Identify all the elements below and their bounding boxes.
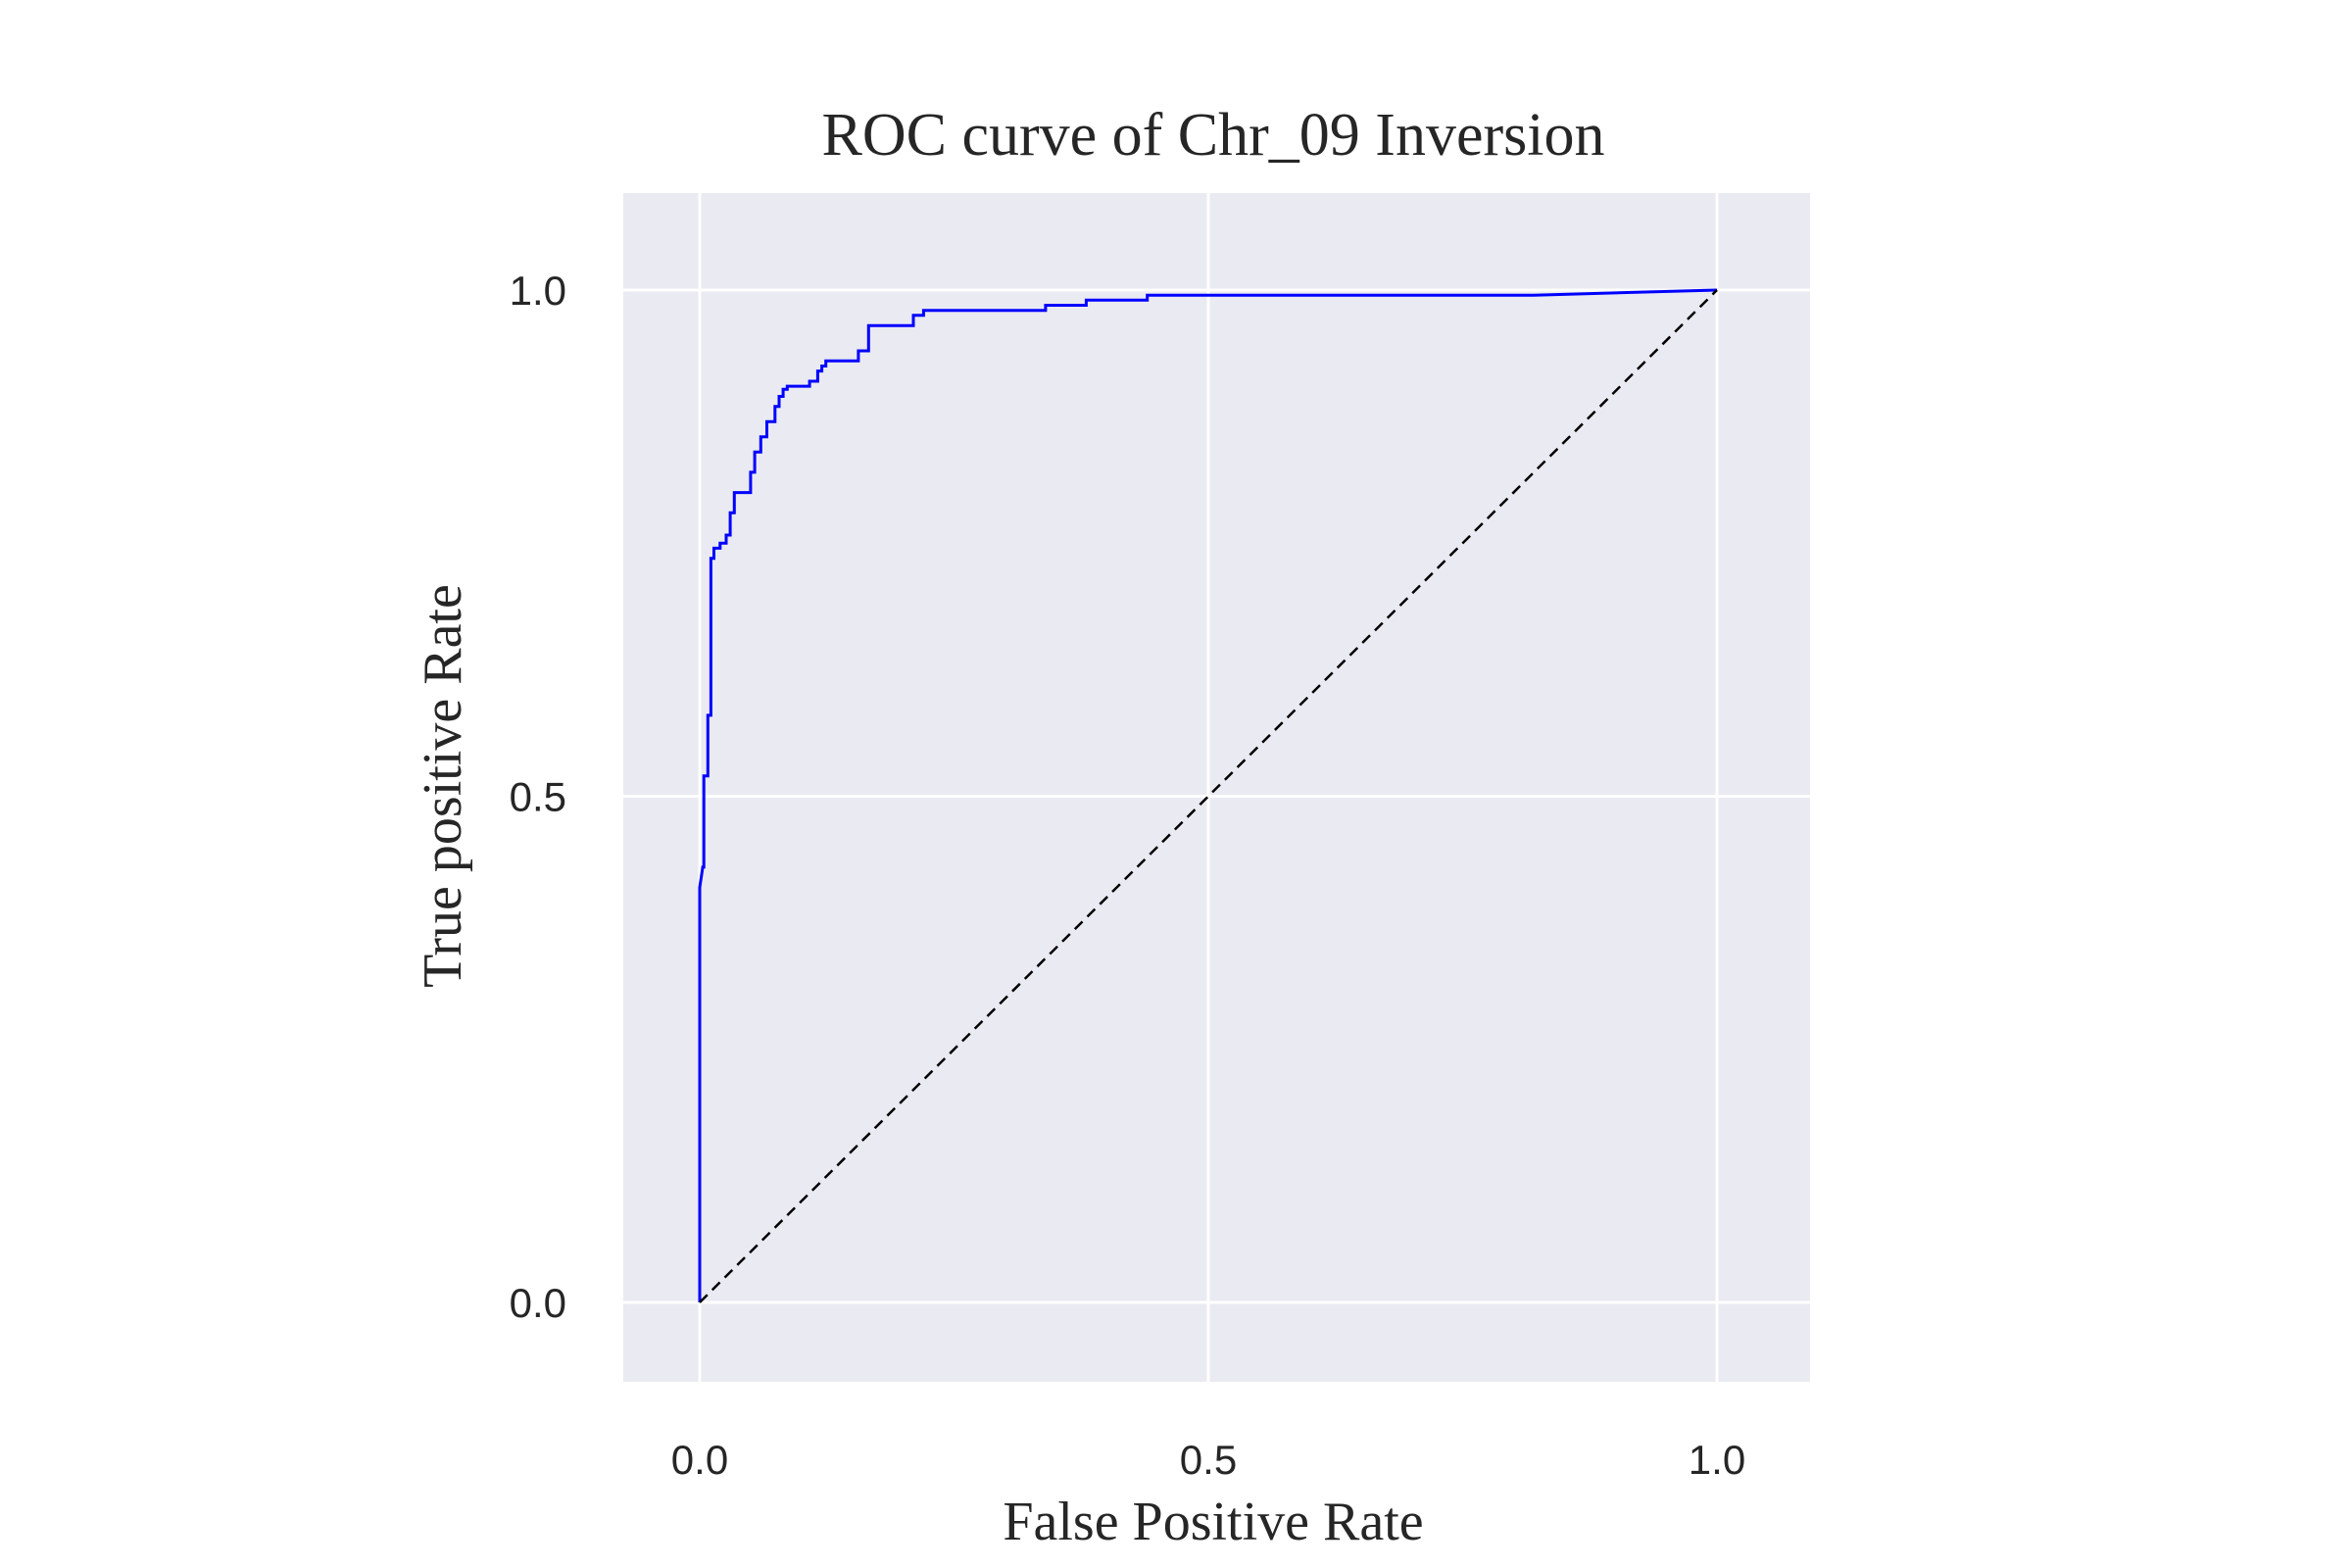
grid-lines — [623, 193, 1810, 1382]
roc-curve-line — [698, 288, 1718, 1302]
x-tick-label: 1.0 — [1689, 1437, 1745, 1483]
x-tick-label: 0.5 — [1180, 1437, 1237, 1483]
y-tick-label: 0.0 — [510, 1280, 566, 1326]
chart-title: ROC curve of Chr_09 Inversion — [822, 102, 1605, 169]
y-axis-label: True positive Rate — [413, 584, 473, 988]
series-lines — [698, 288, 1718, 1303]
chance-diagonal-line — [699, 289, 1718, 1303]
y-tick-label: 0.5 — [510, 774, 566, 820]
x-axis-label: False Positive Rate — [1003, 1492, 1423, 1552]
y-tick-label: 1.0 — [510, 268, 566, 314]
tick-labels: 0.0 0.5 1.0 0.0 0.5 1.0 — [510, 268, 1746, 1483]
x-tick-label: 0.0 — [671, 1437, 728, 1483]
